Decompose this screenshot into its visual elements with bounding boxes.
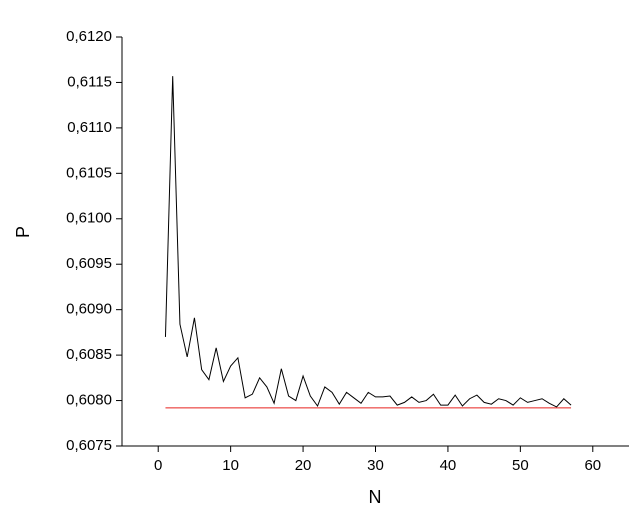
x-tick-label: 60 (584, 457, 601, 474)
x-tick-label: 50 (512, 457, 529, 474)
y-tick-label: 0,6120 (66, 28, 112, 45)
y-tick-label: 0,6115 (67, 73, 112, 90)
x-tick-label: 40 (440, 457, 457, 474)
x-tick-label: 10 (222, 457, 239, 474)
y-tick-label: 0,6080 (66, 392, 112, 409)
y-axis-label: P (13, 226, 33, 238)
x-tick-label: 20 (295, 457, 312, 474)
x-tick-label: 0 (154, 457, 162, 474)
y-tick-label: 0,6105 (66, 164, 112, 181)
y-tick-label: 0,6090 (66, 301, 112, 318)
x-axis-label: N (369, 487, 382, 507)
y-tick-label: 0,6075 (66, 437, 112, 454)
y-tick-label: 0,6110 (67, 119, 112, 136)
data-line (164, 76, 572, 408)
y-tick-label: 0,6085 (66, 346, 112, 363)
x-tick-label: 30 (367, 457, 384, 474)
y-tick-label: 0,6095 (66, 255, 112, 272)
y-tick-label: 0,6100 (66, 210, 112, 227)
